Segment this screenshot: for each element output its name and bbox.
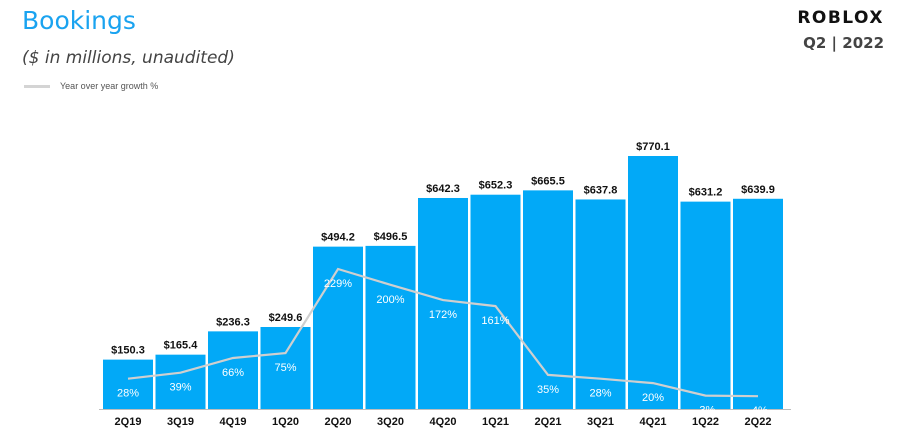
x-tick-label-1Q21: 1Q21 xyxy=(482,416,509,428)
bar-value-label-2Q21: $665.5 xyxy=(531,175,565,187)
x-tick-label-2Q22: 2Q22 xyxy=(745,416,772,428)
bar-value-label-3Q19: $165.4 xyxy=(164,340,199,352)
x-tick-label-2Q19: 2Q19 xyxy=(115,416,142,428)
bar-2Q19 xyxy=(103,359,153,409)
growth-label-1Q20: 75% xyxy=(274,362,296,374)
bar-value-label-2Q19: $150.3 xyxy=(111,345,145,357)
chart-subtitle: ($ in millions, unaudited) xyxy=(22,48,235,68)
x-tick-label-3Q20: 3Q20 xyxy=(377,416,404,428)
bar-1Q21 xyxy=(470,194,521,409)
growth-label-4Q21: 20% xyxy=(642,392,664,404)
growth-label-2Q20: 229% xyxy=(324,278,352,290)
bar-2Q21 xyxy=(523,190,573,409)
growth-label-1Q21: 161% xyxy=(481,315,509,327)
bar-3Q19 xyxy=(155,354,206,409)
x-tick-label-4Q19: 4Q19 xyxy=(220,416,247,428)
bar-4Q19 xyxy=(208,331,258,409)
x-tick-label-3Q21: 3Q21 xyxy=(587,416,614,428)
bar-1Q22 xyxy=(680,201,731,409)
x-tick-label-4Q20: 4Q20 xyxy=(430,416,457,428)
bar-value-label-1Q21: $652.3 xyxy=(479,180,513,192)
bar-value-label-2Q20: $494.2 xyxy=(321,232,355,244)
bar-3Q20 xyxy=(365,245,416,409)
growth-label-4Q20: 172% xyxy=(429,309,457,321)
bar-2Q22 xyxy=(733,198,783,409)
bar-value-label-3Q21: $637.8 xyxy=(584,184,618,196)
growth-label-4Q19: 66% xyxy=(222,367,244,379)
x-tick-label-1Q20: 1Q20 xyxy=(272,416,299,428)
bar-value-label-4Q21: $770.1 xyxy=(636,141,670,153)
legend: Year over year growth % xyxy=(24,81,158,91)
bar-value-label-4Q20: $642.3 xyxy=(426,183,460,195)
growth-label-3Q20: 200% xyxy=(376,294,404,306)
bar-1Q20 xyxy=(260,326,311,409)
x-tick-label-2Q20: 2Q20 xyxy=(325,416,352,428)
growth-label-2Q21: 35% xyxy=(537,384,559,396)
growth-label-1Q22: -3% xyxy=(696,405,716,417)
roblox-logo: ROBLOX xyxy=(797,8,884,28)
chart-title: Bookings xyxy=(22,6,136,35)
x-tick-label-3Q19: 3Q19 xyxy=(167,416,194,428)
legend-label: Year over year growth % xyxy=(60,81,159,91)
bar-value-label-3Q20: $496.5 xyxy=(374,231,408,243)
growth-label-3Q21: 28% xyxy=(589,388,611,400)
report-period: Q2 | 2022 xyxy=(803,34,884,52)
legend-line-swatch xyxy=(24,84,50,88)
x-tick-label-2Q21: 2Q21 xyxy=(535,416,562,428)
growth-label-3Q19: 39% xyxy=(169,382,191,394)
bar-value-label-1Q22: $631.2 xyxy=(689,187,723,199)
bar-3Q21 xyxy=(575,199,626,409)
bar-4Q20 xyxy=(418,197,468,409)
bar-value-label-1Q20: $249.6 xyxy=(269,312,303,324)
bar-value-label-2Q22: $639.9 xyxy=(741,184,775,196)
growth-line xyxy=(127,267,759,398)
x-tick-label-4Q21: 4Q21 xyxy=(640,416,667,428)
bar-4Q21 xyxy=(628,156,678,409)
x-tick-label-1Q22: 1Q22 xyxy=(692,416,719,428)
bar-value-label-4Q19: $236.3 xyxy=(216,316,250,328)
growth-label-2Q19: 28% xyxy=(117,388,139,400)
growth-label-2Q22: -4% xyxy=(748,405,768,417)
